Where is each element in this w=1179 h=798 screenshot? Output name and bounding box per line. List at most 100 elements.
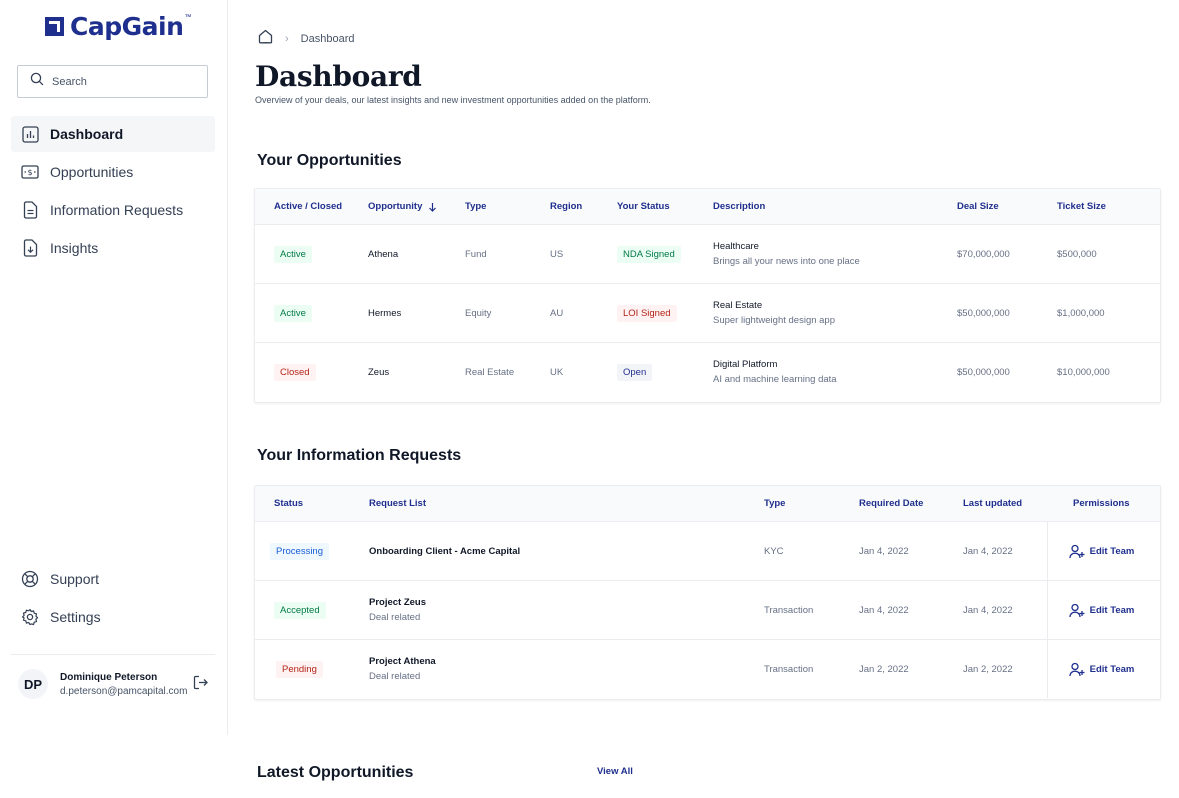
table-row[interactable]: Processing Onboarding Client - Acme Capi… — [255, 522, 1160, 581]
logo-mark-icon — [45, 17, 64, 36]
nav-item-opportunities[interactable]: $ Opportunities — [11, 154, 215, 190]
request-subtitle: Deal related — [369, 612, 421, 623]
avatar[interactable]: DP — [18, 669, 48, 699]
opportunity-description: Real Estate Super lightweight design app — [713, 300, 835, 326]
deal-size: $50,000,000 — [957, 367, 1010, 378]
home-icon[interactable] — [258, 29, 273, 49]
opportunity-region: US — [550, 249, 564, 260]
description-title: Real Estate — [713, 300, 763, 311]
column-header[interactable]: Deal Size — [957, 201, 999, 212]
document-icon — [21, 201, 39, 219]
column-header[interactable]: Required Date — [859, 498, 924, 509]
nav-label: Opportunities — [50, 164, 134, 180]
nav-item-settings[interactable]: Settings — [11, 599, 215, 635]
user-email: d.peterson@pamcapital.com — [60, 685, 188, 697]
request-status-badge: Pending — [276, 661, 323, 678]
table-row[interactable]: Active Hermes Equity AU LOI Signed Real … — [255, 284, 1160, 343]
column-header[interactable]: Active / Closed — [274, 201, 343, 212]
search-input[interactable] — [52, 75, 192, 88]
breadcrumb-current[interactable]: Dashboard — [300, 33, 355, 45]
nav-item-information-requests[interactable]: Information Requests — [11, 192, 215, 228]
column-header[interactable]: Ticket Size — [1057, 201, 1106, 212]
request-title[interactable]: Project Zeus Deal related — [369, 597, 426, 623]
breadcrumb: › Dashboard — [258, 29, 355, 49]
search-icon — [30, 72, 44, 91]
column-header[interactable]: Type — [465, 201, 487, 212]
table-row[interactable]: Accepted Project Zeus Deal related Trans… — [255, 581, 1160, 640]
table-row[interactable]: Pending Project Athena Deal related Tran… — [255, 640, 1160, 699]
column-header[interactable]: Description — [713, 201, 766, 212]
nav-item-insights[interactable]: Insights — [11, 230, 215, 266]
column-header[interactable]: Your Status — [617, 201, 670, 212]
description-subtitle: AI and machine learning data — [713, 374, 837, 385]
deal-size: $50,000,000 — [957, 308, 1010, 319]
bar-chart-icon — [21, 125, 39, 143]
opportunity-name[interactable]: Athena — [368, 249, 399, 260]
column-header-label: Opportunity — [368, 201, 423, 212]
request-subtitle: Deal related — [369, 671, 421, 682]
required-date: Jan 2, 2022 — [859, 664, 909, 675]
column-header[interactable]: Type — [764, 498, 786, 509]
request-name: Onboarding Client - Acme Capital — [369, 546, 521, 557]
user-plus-icon — [1068, 544, 1085, 558]
edit-team-button[interactable]: Edit Team — [1047, 522, 1155, 580]
edit-team-button[interactable]: Edit Team — [1047, 581, 1155, 639]
nav-label: Insights — [50, 240, 99, 256]
secondary-nav: Support Settings — [11, 561, 215, 637]
information-requests-table: Status Request List Type Required Date L… — [254, 485, 1161, 700]
edit-team-label: Edit Team — [1089, 545, 1135, 557]
opportunity-description: Healthcare Brings all your news into one… — [713, 241, 860, 267]
nav-item-dashboard[interactable]: Dashboard — [11, 116, 215, 152]
sidebar: CapGain ™ Dashboard $ Opportunities Info… — [0, 0, 228, 735]
table-row[interactable]: Active Athena Fund US NDA Signed Healthc… — [255, 225, 1160, 284]
brand-logo[interactable]: CapGain ™ — [45, 12, 191, 41]
request-status-badge: Processing — [270, 543, 329, 560]
nav-label: Information Requests — [50, 202, 184, 218]
column-header[interactable]: Last updated — [963, 498, 1023, 509]
user-plus-icon — [1068, 603, 1085, 617]
nav-label: Settings — [50, 609, 101, 625]
brand-name: CapGain — [70, 12, 184, 41]
search-box — [17, 65, 208, 98]
column-header[interactable]: Region — [550, 201, 583, 212]
opportunity-type: Real Estate — [465, 367, 515, 378]
arrow-down-icon — [429, 202, 437, 212]
nav-item-support[interactable]: Support — [11, 561, 215, 597]
request-type: Transaction — [764, 605, 814, 616]
last-updated: Jan 4, 2022 — [963, 546, 1013, 557]
opportunities-table: Active / Closed Opportunity Type Region … — [254, 188, 1161, 403]
column-header[interactable]: Permissions — [1073, 498, 1130, 509]
last-updated: Jan 4, 2022 — [963, 605, 1013, 616]
view-all-link[interactable]: View All — [597, 766, 633, 777]
your-status-badge: NDA Signed — [617, 246, 681, 263]
svg-text:$: $ — [27, 168, 32, 177]
status-badge: Active — [274, 246, 312, 263]
edit-team-label: Edit Team — [1089, 604, 1135, 616]
page-subtitle: Overview of your deals, our latest insig… — [255, 95, 651, 105]
table-header: Status Request List Type Required Date L… — [255, 486, 1160, 522]
status-badge: Active — [274, 305, 312, 322]
status-badge: Closed — [274, 364, 316, 381]
column-header[interactable]: Status — [274, 498, 304, 509]
column-header-sortable[interactable]: Opportunity — [368, 201, 437, 212]
request-title[interactable]: Onboarding Client - Acme Capital — [369, 546, 520, 557]
column-header[interactable]: Request List — [369, 498, 427, 509]
opportunity-type: Equity — [465, 308, 492, 319]
opportunity-name[interactable]: Hermes — [368, 308, 402, 319]
logout-icon[interactable] — [193, 675, 209, 695]
edit-team-button[interactable]: Edit Team — [1047, 640, 1155, 698]
nav-label: Support — [50, 571, 100, 587]
money-icon: $ — [21, 163, 39, 181]
life-buoy-icon — [21, 570, 39, 588]
opportunity-description: Digital Platform AI and machine learning… — [713, 359, 837, 385]
description-title: Digital Platform — [713, 359, 778, 370]
opportunity-name[interactable]: Zeus — [368, 367, 390, 378]
your-status-badge: Open — [617, 364, 653, 381]
ticket-size: $10,000,000 — [1057, 367, 1110, 378]
opportunity-region: UK — [550, 367, 564, 378]
request-type: KYC — [764, 546, 784, 557]
brand-trademark: ™ — [184, 14, 192, 21]
table-row[interactable]: Closed Zeus Real Estate UK Open Digital … — [255, 343, 1160, 402]
table-header: Active / Closed Opportunity Type Region … — [255, 189, 1160, 225]
request-title[interactable]: Project Athena Deal related — [369, 656, 436, 682]
